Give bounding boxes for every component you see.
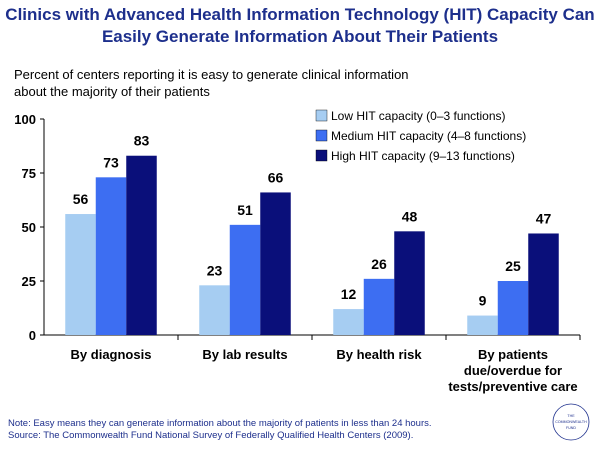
commonwealth-fund-logo: THE COMMONWEALTH FUND (552, 403, 590, 441)
bar (65, 214, 96, 335)
x-category-label: due/overdue for (464, 363, 562, 378)
x-category-label: By diagnosis (71, 347, 152, 362)
bar-value-label: 26 (371, 256, 387, 272)
legend-swatch (315, 109, 328, 122)
chart-subtitle: Percent of centers reporting it is easy … (14, 66, 494, 100)
bar-value-label: 23 (207, 262, 223, 278)
bar (528, 233, 559, 335)
bar (260, 192, 291, 335)
bar-value-label: 83 (134, 133, 150, 149)
bar (333, 309, 364, 335)
x-category-label: tests/preventive care (448, 379, 577, 394)
chart-subtitle-line-2: about the majority of their patients (14, 84, 210, 99)
chart-subtitle-line-1: Percent of centers reporting it is easy … (14, 67, 409, 82)
x-category-label: By health risk (336, 347, 422, 362)
bar-value-label: 66 (268, 169, 284, 185)
y-tick-label: 100 (14, 112, 36, 127)
legend-swatch (315, 129, 328, 142)
footnote: Note: Easy means they can generate infor… (8, 418, 548, 442)
legend-label: Low HIT capacity (0–3 functions) (331, 109, 506, 123)
legend-swatch (315, 149, 328, 162)
bar-value-label: 73 (103, 154, 119, 170)
y-tick-label: 0 (29, 328, 36, 343)
bar-value-label: 9 (479, 293, 487, 309)
x-category-label: By lab results (202, 347, 287, 362)
x-category-label: By patients (478, 347, 548, 362)
logo-ring (552, 403, 590, 441)
chart-title-line-2: Easily Generate Information About Their … (101, 27, 499, 46)
y-tick-label: 25 (22, 274, 36, 289)
footnote-note: Note: Easy means they can generate infor… (8, 418, 432, 429)
y-tick-label: 50 (22, 220, 36, 235)
bar (95, 177, 127, 335)
chart-title-line-1: Clinics with Advanced Health Information… (5, 5, 595, 24)
bar (394, 231, 425, 335)
logo-text-the: THE (567, 414, 575, 418)
bar (229, 224, 261, 335)
bar (497, 281, 529, 335)
footnote-source: Source: The Commonwealth Fund National S… (8, 430, 414, 441)
bar-value-label: 51 (237, 202, 253, 218)
bar-value-label: 48 (402, 208, 418, 224)
bar (467, 315, 498, 335)
logo-text-commonwealth: COMMONWEALTH (555, 420, 587, 424)
bar-value-label: 47 (536, 210, 552, 226)
bar (199, 285, 230, 335)
logo-text-fund: FUND (566, 426, 576, 430)
bar-chart: 0 25 50 75 100 56 73 83 By diagnosis 23 51 66 By lab… (14, 109, 581, 394)
bar-value-label: 12 (341, 286, 357, 302)
bar-value-label: 56 (73, 191, 89, 207)
bar (363, 278, 395, 335)
legend-label: High HIT capacity (9–13 functions) (331, 149, 515, 163)
y-tick-label: 75 (22, 166, 36, 181)
bar-value-label: 25 (505, 258, 521, 274)
chart-title: Clinics with Advanced Health Information… (0, 4, 600, 48)
bar (126, 155, 157, 335)
legend-label: Medium HIT capacity (4–8 functions) (331, 129, 526, 143)
